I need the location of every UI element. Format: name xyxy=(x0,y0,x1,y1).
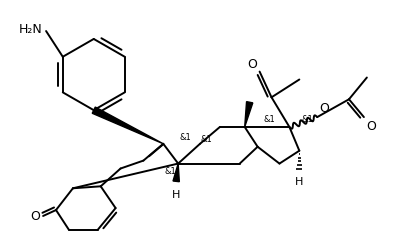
Text: O: O xyxy=(319,102,329,115)
Text: H: H xyxy=(172,190,180,200)
Text: H: H xyxy=(295,177,303,187)
Polygon shape xyxy=(173,164,179,182)
Text: &1: &1 xyxy=(301,114,313,124)
Polygon shape xyxy=(92,108,163,144)
Text: &1: &1 xyxy=(164,166,176,175)
Text: &1: &1 xyxy=(264,114,275,124)
Text: &1: &1 xyxy=(200,134,212,143)
Text: O: O xyxy=(366,120,376,132)
Polygon shape xyxy=(245,102,253,128)
Text: O: O xyxy=(248,58,258,70)
Text: &1: &1 xyxy=(179,132,191,141)
Text: H₂N: H₂N xyxy=(18,22,42,36)
Text: O: O xyxy=(30,210,40,222)
